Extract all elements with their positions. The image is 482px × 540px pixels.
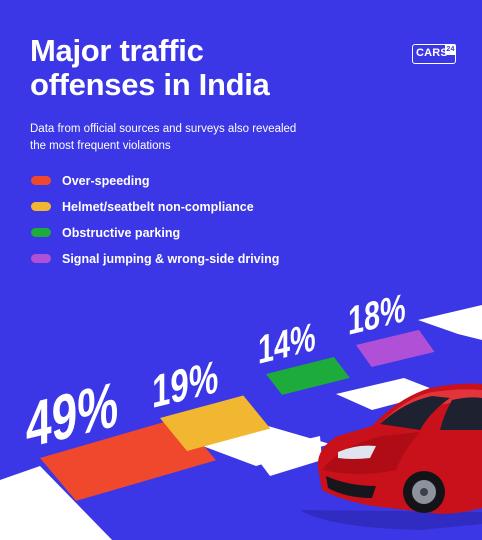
bar-1 bbox=[40, 417, 216, 501]
car-shadow bbox=[300, 510, 482, 530]
car-front-hub bbox=[420, 488, 428, 496]
legend-swatch bbox=[31, 254, 51, 263]
bar-4 bbox=[356, 329, 435, 367]
legend-swatch bbox=[31, 202, 51, 211]
legend-label: Obstructive parking bbox=[62, 226, 181, 240]
road-stripe bbox=[336, 378, 440, 410]
title-line-1: Major traffic bbox=[30, 33, 204, 68]
subtitle: Data from official sources and surveys a… bbox=[30, 121, 330, 155]
car-illustration bbox=[300, 383, 482, 530]
bar-2 bbox=[160, 395, 271, 451]
road-stripe bbox=[0, 500, 70, 540]
subtitle-line-2: the most frequent violations bbox=[30, 140, 171, 152]
car-side-window bbox=[440, 397, 482, 430]
cars24-logo: CARS 24 bbox=[412, 44, 456, 64]
title-line-2: offenses in India bbox=[30, 67, 270, 102]
car-headlight-icon bbox=[338, 445, 376, 459]
legend-label: Signal jumping & wrong-side driving bbox=[62, 252, 280, 266]
car-windshield bbox=[380, 396, 450, 430]
logo-number: 24 bbox=[445, 44, 456, 55]
subtitle-line-1: Data from official sources and surveys a… bbox=[30, 123, 297, 135]
legend-swatch bbox=[31, 228, 51, 237]
bar-3 bbox=[266, 357, 350, 395]
chart-bars bbox=[40, 329, 435, 501]
road-stripe bbox=[418, 305, 482, 340]
legend-item-over-speeding: Over-speeding bbox=[30, 172, 350, 190]
legend-item-obstructive-parking: Obstructive parking bbox=[30, 224, 350, 242]
legend-label: Helmet/seatbelt non-compliance bbox=[62, 200, 254, 214]
legend-item-signal-jumping: Signal jumping & wrong-side driving bbox=[30, 250, 350, 268]
legend-label: Over-speeding bbox=[62, 174, 150, 188]
car-grille bbox=[326, 476, 376, 498]
page-title: Major traffic offenses in India bbox=[30, 34, 360, 102]
road-stripe bbox=[252, 436, 322, 476]
legend-item-helmet-seatbelt: Helmet/seatbelt non-compliance bbox=[30, 198, 350, 216]
legend-swatch bbox=[31, 176, 51, 185]
logo-text: CARS bbox=[416, 47, 448, 59]
